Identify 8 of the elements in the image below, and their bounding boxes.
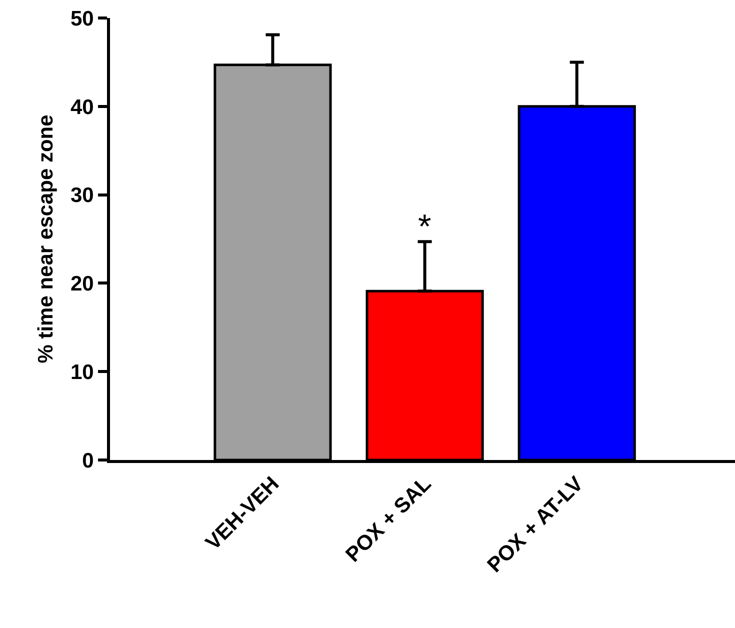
y-tick-label: 50: [70, 7, 94, 30]
y-axis-title: % time near escape zone: [34, 114, 58, 364]
y-tick-label: 0: [82, 449, 94, 472]
y-tick-label: 10: [70, 360, 94, 384]
annotation: *: [418, 208, 432, 246]
y-tick-label: 20: [70, 272, 94, 296]
y-tick-label: 30: [70, 184, 94, 208]
y-tick-label: 40: [70, 96, 94, 119]
